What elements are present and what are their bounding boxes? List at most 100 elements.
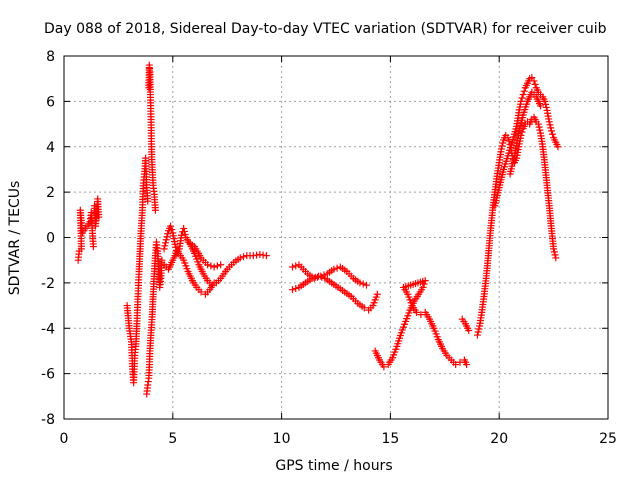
data-point [311,273,319,281]
data-point [204,261,212,269]
data-point [475,325,483,333]
data-point [161,242,169,250]
data-point [213,262,221,270]
data-point [292,285,300,293]
x-tick-label: 5 [168,431,177,447]
data-point [359,280,367,288]
data-point [536,126,544,134]
y-tick-label: 8 [46,49,55,65]
x-tick-label: 20 [490,431,508,447]
data-point [547,124,555,132]
data-point [537,102,545,110]
y-axis-label: SDTVAR / TECUs [7,181,23,296]
data-point [178,231,186,239]
data-point [207,262,215,270]
data-point [151,206,159,214]
data-point [549,130,557,138]
y-tick-label: 0 [46,231,55,247]
data-point [551,251,559,259]
data-point [452,361,460,369]
data-point [380,363,388,371]
y-tick-label: -4 [41,321,55,337]
data-point [197,288,205,296]
data-point [167,222,175,230]
data-point [162,236,170,244]
data-point [542,103,550,111]
x-tick-label: 0 [60,431,69,447]
data-point [505,137,513,145]
chart-title: Day 088 of 2018, Sidereal Day-to-day VTE… [44,21,607,37]
data-point [164,230,172,238]
data-point [162,239,170,247]
data-point [517,97,525,105]
data-point [465,327,473,335]
data-point [550,245,558,253]
data-point [542,100,550,108]
data-point [413,308,421,316]
data-point [534,120,542,128]
x-tick-label: 10 [273,431,291,447]
x-tick-label: 25 [599,431,617,447]
data-point [95,213,103,221]
data-point [236,254,244,262]
x-tick-label: 15 [381,431,399,447]
data-point [473,331,481,339]
data-point [262,252,270,260]
data-point [288,263,296,271]
data-point [530,77,538,85]
y-tick-label: -2 [41,276,55,292]
data-point [89,243,97,251]
data-point [554,143,562,151]
data-point [519,91,527,99]
grid-lines [64,56,608,419]
data-point [330,265,338,273]
data-point [550,248,558,256]
data-point [463,361,471,369]
data-point [535,123,543,131]
data-point [292,262,300,270]
data-point [168,226,176,234]
data-point [217,261,225,269]
data-markers [74,61,562,398]
data-point [318,273,326,281]
data-point [172,243,180,251]
data-point [474,328,482,336]
data-point [315,272,323,280]
data-point [210,279,218,287]
data-point [163,233,171,241]
data-point [373,290,381,298]
data-point [288,286,296,294]
data-point [356,279,364,287]
data-point [419,283,427,291]
data-point [546,121,554,129]
data-point [171,240,179,248]
data-point [547,127,555,135]
data-point [541,97,549,105]
data-point [308,274,316,282]
data-point [518,94,526,102]
data-point [160,245,168,253]
data-point [180,227,188,235]
data-point [545,118,553,126]
data-point [531,80,539,88]
data-point [181,230,189,238]
data-point [499,139,507,147]
y-tick-label: 4 [46,140,55,156]
data-point [552,254,560,262]
data-point [520,87,528,95]
data-point [144,197,152,205]
data-point [210,263,218,271]
data-point [497,145,505,153]
data-point [504,134,512,142]
data-point [362,281,370,289]
y-tick-label: 6 [46,94,55,110]
data-point [180,224,188,232]
data-point [360,304,368,312]
y-tick-label: 2 [46,185,55,201]
y-tick-label: -8 [41,412,55,428]
x-axis-label: GPS time / hours [275,458,392,474]
data-point [158,256,166,264]
data-point [498,142,506,150]
